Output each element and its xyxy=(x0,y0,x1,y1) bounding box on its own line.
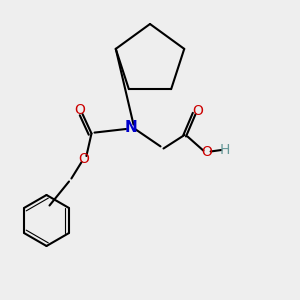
Text: N: N xyxy=(124,120,137,135)
Text: O: O xyxy=(74,103,85,116)
Text: H: H xyxy=(220,143,230,157)
Text: O: O xyxy=(193,104,203,118)
Text: O: O xyxy=(79,152,89,166)
Text: O: O xyxy=(202,145,212,158)
